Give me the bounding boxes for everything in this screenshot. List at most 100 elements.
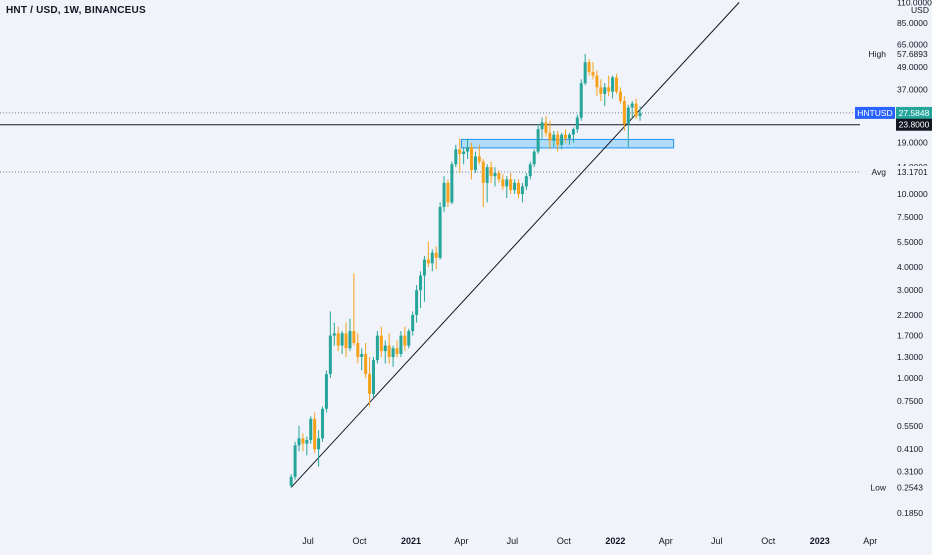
y-tick-label: 0.5500 bbox=[897, 421, 923, 431]
candle-body-74 bbox=[579, 83, 583, 118]
candle-body-7 bbox=[317, 438, 321, 450]
y-tick-label: 1.7000 bbox=[897, 331, 923, 341]
candle-body-64 bbox=[540, 122, 544, 130]
candle-body-17 bbox=[356, 342, 360, 358]
y-tick-label: 85.0000 bbox=[897, 18, 928, 28]
candle-body-88 bbox=[634, 103, 638, 117]
x-tick-label: 2021 bbox=[401, 536, 421, 546]
candle-body-0 bbox=[289, 476, 293, 486]
candle-body-48 bbox=[477, 156, 481, 162]
candle-body-42 bbox=[454, 149, 458, 165]
candle-body-54 bbox=[501, 179, 505, 187]
line-price-tag-bg bbox=[896, 118, 932, 131]
x-tick-label: Jul bbox=[711, 536, 723, 546]
stat-label-name: High bbox=[869, 49, 887, 59]
candle-body-18 bbox=[360, 354, 364, 358]
x-tick-label: Jul bbox=[302, 536, 314, 546]
candle-body-41 bbox=[450, 164, 454, 203]
y-tick-label: 1.3000 bbox=[897, 352, 923, 362]
x-tick-label: Oct bbox=[557, 536, 572, 546]
y-tick-label: 3.0000 bbox=[897, 285, 923, 295]
candle-body-83 bbox=[615, 77, 619, 92]
stat-label-name: Avg bbox=[872, 167, 887, 177]
x-tick-label: Oct bbox=[352, 536, 367, 546]
candle-body-23 bbox=[379, 335, 383, 352]
candle-body-47 bbox=[473, 156, 477, 171]
y-tick-label: 19.0000 bbox=[897, 138, 928, 148]
x-tick-label: Apr bbox=[659, 536, 673, 546]
candle-body-33 bbox=[419, 275, 423, 291]
candle-body-6 bbox=[313, 418, 317, 450]
price-tag-symbol: HNTUSD bbox=[857, 108, 892, 118]
candle-body-87 bbox=[630, 103, 634, 108]
candle-body-13 bbox=[340, 333, 344, 346]
x-tick-label: 2023 bbox=[810, 536, 830, 546]
candle-body-27 bbox=[395, 348, 399, 355]
candle-body-50 bbox=[485, 167, 489, 183]
candle-body-82 bbox=[611, 77, 615, 92]
candle-body-62 bbox=[532, 151, 536, 165]
y-tick-label: 0.7500 bbox=[897, 396, 923, 406]
candle-body-21 bbox=[371, 360, 375, 394]
candle-body-43 bbox=[458, 149, 462, 154]
y-tick-label: 5.5000 bbox=[897, 237, 923, 247]
y-tick-label: 4.0000 bbox=[897, 262, 923, 272]
candle-body-4 bbox=[305, 440, 309, 444]
candle-body-22 bbox=[375, 335, 379, 361]
y-tick-label: 2.2000 bbox=[897, 310, 923, 320]
y-unit-label: USD bbox=[911, 5, 929, 15]
candle-body-38 bbox=[438, 206, 442, 258]
y-tick-label: 10.0000 bbox=[897, 189, 928, 199]
candle-body-34 bbox=[422, 259, 426, 276]
candle-body-57 bbox=[513, 182, 517, 191]
price-tag-symbol-bg bbox=[855, 106, 895, 119]
candle-body-86 bbox=[626, 107, 630, 125]
candle-body-66 bbox=[548, 132, 552, 141]
candle-body-51 bbox=[489, 167, 493, 177]
candle-body-11 bbox=[332, 333, 336, 336]
stat-label-value: 0.2543 bbox=[897, 482, 923, 492]
candle-body-85 bbox=[622, 101, 626, 125]
candle-body-26 bbox=[391, 348, 395, 358]
y-tick-label: 65.0000 bbox=[897, 39, 928, 49]
candle-body-14 bbox=[344, 333, 348, 349]
candle-body-25 bbox=[387, 345, 391, 358]
candle-body-32 bbox=[415, 290, 419, 315]
stat-label-bg-0 bbox=[896, 47, 932, 60]
y-tick-label: 0.4100 bbox=[897, 444, 923, 454]
candle-body-80 bbox=[603, 87, 607, 94]
candle-body-52 bbox=[493, 173, 497, 177]
x-tick-label: Apr bbox=[454, 536, 468, 546]
x-tick-label: Oct bbox=[761, 536, 776, 546]
candle-body-30 bbox=[407, 331, 411, 346]
stat-label-bg-4 bbox=[896, 481, 932, 494]
candle-body-55 bbox=[505, 179, 509, 187]
candle-body-58 bbox=[517, 182, 521, 194]
candle-body-49 bbox=[481, 161, 485, 183]
candle-body-46 bbox=[469, 147, 473, 171]
candle-body-89 bbox=[638, 112, 642, 117]
candle-body-67 bbox=[552, 134, 556, 141]
x-tick-label: Apr bbox=[863, 536, 877, 546]
candle-body-3 bbox=[301, 438, 305, 444]
candle-body-60 bbox=[524, 176, 528, 187]
candle-body-78 bbox=[595, 75, 599, 88]
y-tick-label: 37.0000 bbox=[897, 84, 928, 94]
candle-body-77 bbox=[591, 72, 595, 76]
y-tick-label: 110.0000 bbox=[897, 0, 932, 7]
candle-body-72 bbox=[571, 129, 575, 135]
candle-body-28 bbox=[399, 335, 403, 355]
candle-body-10 bbox=[328, 335, 332, 375]
candle-body-29 bbox=[403, 335, 407, 346]
candle-body-70 bbox=[564, 134, 568, 139]
candle-body-19 bbox=[364, 354, 368, 375]
candle-body-16 bbox=[352, 331, 356, 343]
stat-label-name: Low bbox=[870, 482, 886, 492]
candle-body-44 bbox=[462, 151, 466, 154]
y-tick-label: 7.5000 bbox=[897, 212, 923, 222]
candle-body-61 bbox=[528, 164, 532, 177]
candle-body-39 bbox=[442, 182, 446, 207]
candle-body-84 bbox=[618, 91, 622, 102]
